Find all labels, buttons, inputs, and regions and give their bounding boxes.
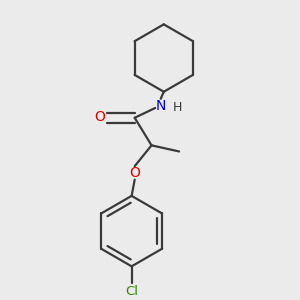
- Text: N: N: [155, 98, 166, 112]
- Text: H: H: [172, 100, 182, 114]
- Text: Cl: Cl: [125, 285, 138, 298]
- Text: O: O: [94, 110, 105, 124]
- Text: O: O: [129, 166, 140, 180]
